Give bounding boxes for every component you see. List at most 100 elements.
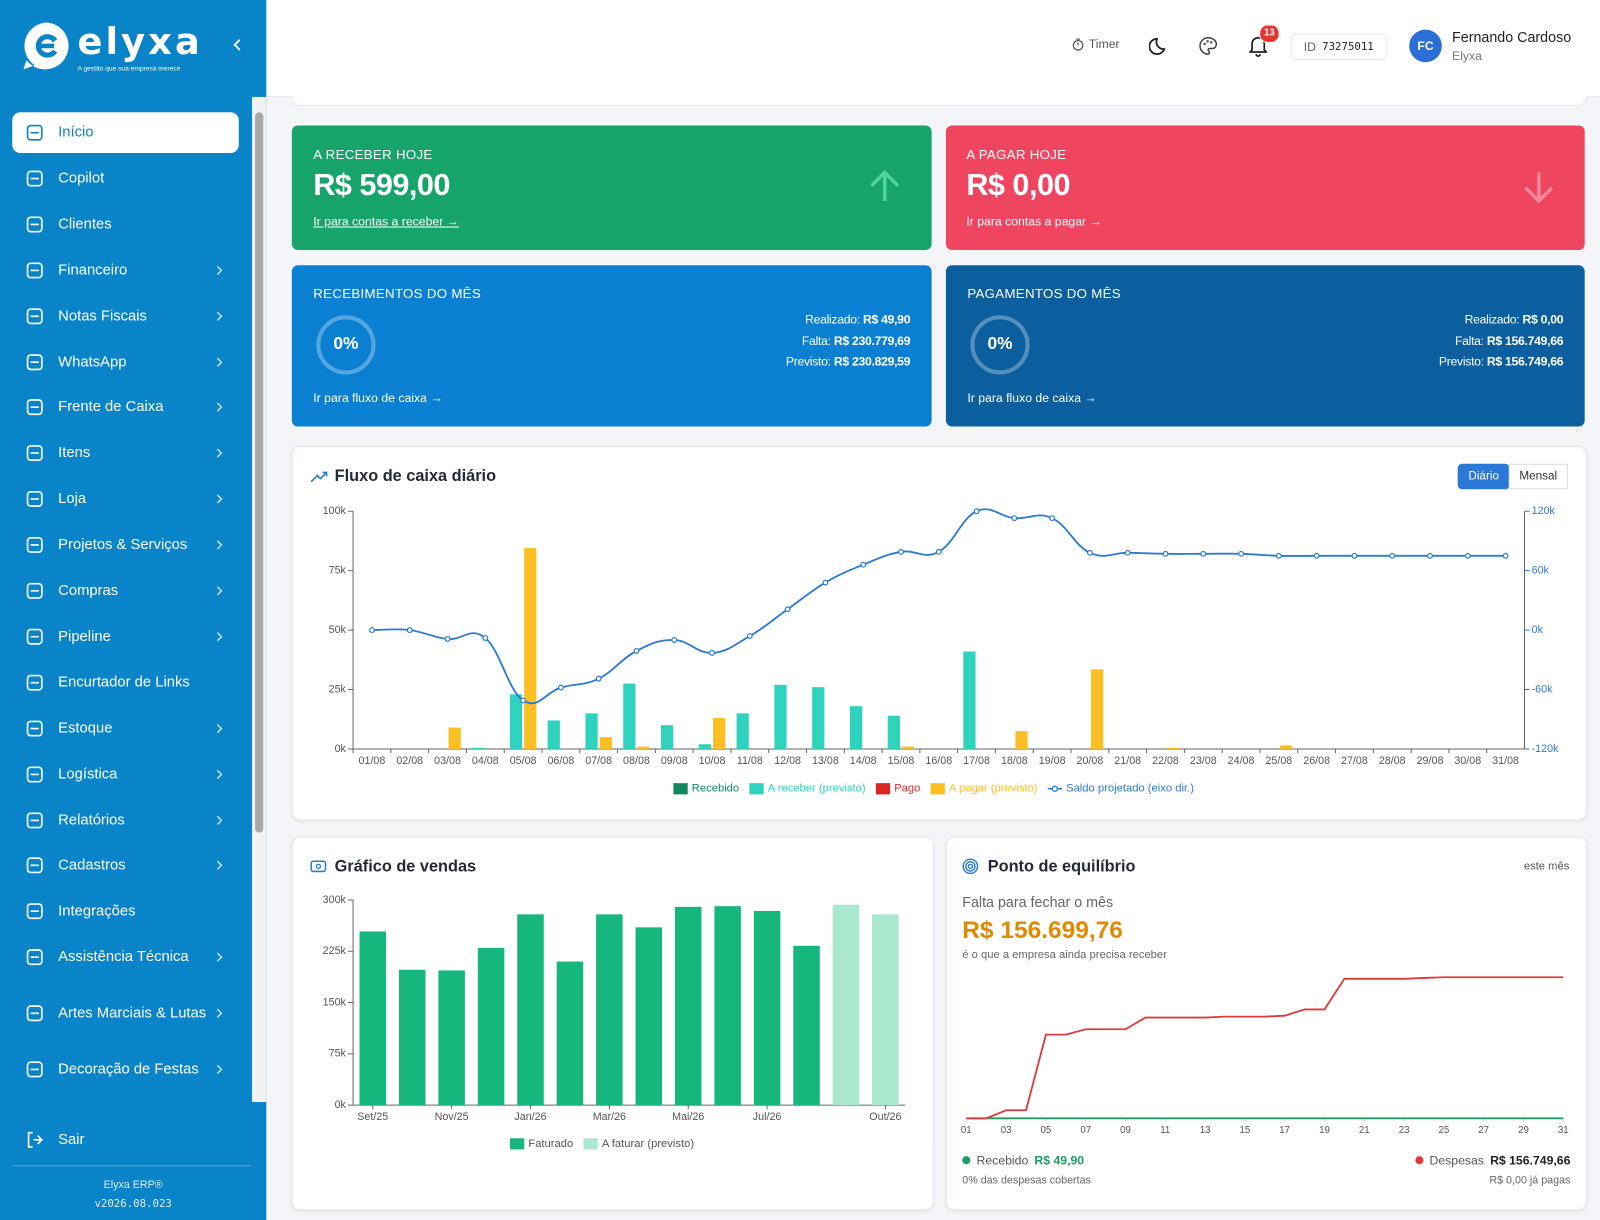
theme-toggle[interactable] (1148, 35, 1171, 57)
chart: Gráfico de vendas 0k 75k 150k 225k 300k Set/25… (310, 858, 906, 1150)
x-tick-label: 13 (1200, 1125, 1211, 1136)
menu-icon (26, 903, 43, 920)
y-tick-label: 50k (329, 624, 347, 636)
legend-item: Saldo projetado (eixo dir.) (1047, 783, 1194, 795)
menu-item[interactable]: Artes Marciais & Lutas (12, 993, 239, 1034)
bar (547, 720, 560, 749)
menu-item[interactable]: Projetos & Serviços (12, 525, 239, 566)
user-name: Fernando Cardoso (1452, 28, 1572, 45)
line-point (1464, 552, 1471, 559)
bar (1166, 747, 1179, 749)
bar (714, 906, 741, 1106)
icon-shape (26, 582, 43, 599)
row-value: R$ 230.829,59 (833, 354, 911, 369)
bar (793, 945, 820, 1106)
menu-item[interactable]: Copilot (12, 158, 239, 199)
menu-item[interactable]: WhatsApp (12, 341, 239, 382)
menu-item[interactable]: Itens (12, 433, 239, 474)
menu-item[interactable]: Logística (12, 754, 239, 795)
x-tick-label: 03/08 (434, 755, 461, 767)
legend-label: A receber (previsto) (768, 783, 866, 795)
menu-label: Integrações (58, 903, 136, 920)
card-link[interactable]: Ir para fluxo de caixa → (313, 390, 443, 406)
menu-item[interactable]: Estoque (12, 708, 239, 749)
summary-row: Previsto: R$ 156.749,66 (1438, 354, 1564, 369)
legend-item: Faturado (509, 1138, 573, 1150)
line-point (1011, 515, 1018, 522)
bar (635, 927, 663, 1106)
legend-swatch (673, 783, 688, 795)
menu-item[interactable]: Início (12, 112, 239, 154)
menu-label: Itens (58, 445, 91, 462)
menu-item[interactable]: Assistência Técnica (12, 937, 239, 978)
summary-row: Realizado: R$ 0,00 (1465, 312, 1564, 326)
logout-button[interactable]: Sair (12, 1119, 239, 1160)
sidebar: elyxa A gestão que sua empresa merece In… (0, 0, 267, 1220)
menu-item[interactable]: Compras (12, 570, 239, 611)
x-tick-label: 07 (1080, 1125, 1091, 1136)
legend-label: Recebido (976, 1153, 1029, 1168)
menu-item[interactable]: Decoração de Festas (12, 1049, 239, 1090)
icon-shape (26, 262, 43, 279)
bar (736, 713, 749, 749)
menu-item[interactable]: Frente de Caixa (12, 387, 239, 428)
menu-item[interactable]: Cadastros (12, 845, 239, 886)
bar (585, 713, 598, 749)
x-tick-label: Mar/26 (593, 1111, 626, 1123)
line-point (633, 647, 640, 654)
line-point (860, 561, 867, 568)
menu-icon (26, 537, 43, 553)
line-point (406, 627, 413, 634)
toggle-label[interactable]: Diário (1468, 470, 1499, 483)
x-tick-label: 06/08 (547, 755, 574, 767)
x-tick-label: Jan/26 (514, 1111, 546, 1123)
card-link[interactable]: Ir para contas a receber → (313, 214, 459, 229)
scrollbar-thumb[interactable] (255, 112, 264, 833)
submenu-chevron (216, 952, 223, 962)
x-tick-label: Out/26 (869, 1111, 901, 1123)
palette-button[interactable] (1197, 35, 1219, 57)
icon-shape (26, 537, 43, 553)
legend-dot (962, 1156, 971, 1165)
chart: Ponto de equilíbrio este mês 01 03 05 07 09 11 1… (961, 858, 1570, 1137)
collapse-button[interactable] (231, 38, 245, 52)
row-label: Falta: (801, 333, 831, 348)
legend-item: A pagar (previsto) (930, 783, 1038, 795)
menu-item[interactable]: Notas Fiscais (12, 296, 239, 337)
toggle-button (1508, 463, 1568, 490)
icon-shape (26, 491, 43, 508)
bar (1015, 731, 1028, 749)
menu-label: Notas Fiscais (58, 307, 147, 325)
x-tick-label: Mai/26 (672, 1111, 704, 1123)
bar (623, 683, 636, 749)
x-tick-label: 03 (1001, 1125, 1012, 1136)
legend: Recebido A receber (previsto) Pago A pagar … (673, 783, 1194, 795)
menu-label: Decoração de Festas (58, 1061, 199, 1078)
timer-icon (1072, 38, 1084, 51)
bar (1090, 669, 1104, 749)
x-tick-label: 27/08 (1341, 755, 1368, 767)
menu-item[interactable]: Pipeline (12, 616, 239, 657)
avatar[interactable]: FC (1409, 29, 1442, 63)
expenses-legend: Despesas R$ 156.749,66 (1415, 1153, 1570, 1167)
menu-label: Logística (58, 765, 118, 783)
sales-panel: Gráfico de vendas 0k 75k 150k 225k 300k Set/25… (291, 836, 934, 1211)
bar (398, 969, 426, 1106)
line-point (1049, 515, 1056, 522)
row-label: Previsto: (1438, 354, 1484, 369)
card-link[interactable]: Ir para fluxo de caixa → (967, 390, 1097, 406)
x-tick-label: 01 (961, 1125, 972, 1136)
toggle-label[interactable]: Mensal (1519, 470, 1557, 483)
menu-item[interactable]: Clientes (12, 204, 239, 245)
menu-item[interactable]: Integrações (12, 891, 239, 932)
card-link[interactable]: Ir para contas a pagar → (966, 214, 1102, 229)
breakeven-caption: Falta para fechar o mês (962, 893, 1114, 911)
line-point (557, 684, 564, 691)
menu-item[interactable]: Loja (12, 479, 239, 520)
icon-shape (26, 857, 43, 874)
menu-item[interactable]: Encurtador de Links (12, 662, 239, 703)
menu-item[interactable]: Financeiro (12, 250, 239, 291)
timer-button[interactable]: Timer (1071, 37, 1120, 51)
row-label: Falta: (1454, 333, 1484, 348)
menu-item[interactable]: Relatórios (12, 799, 239, 840)
